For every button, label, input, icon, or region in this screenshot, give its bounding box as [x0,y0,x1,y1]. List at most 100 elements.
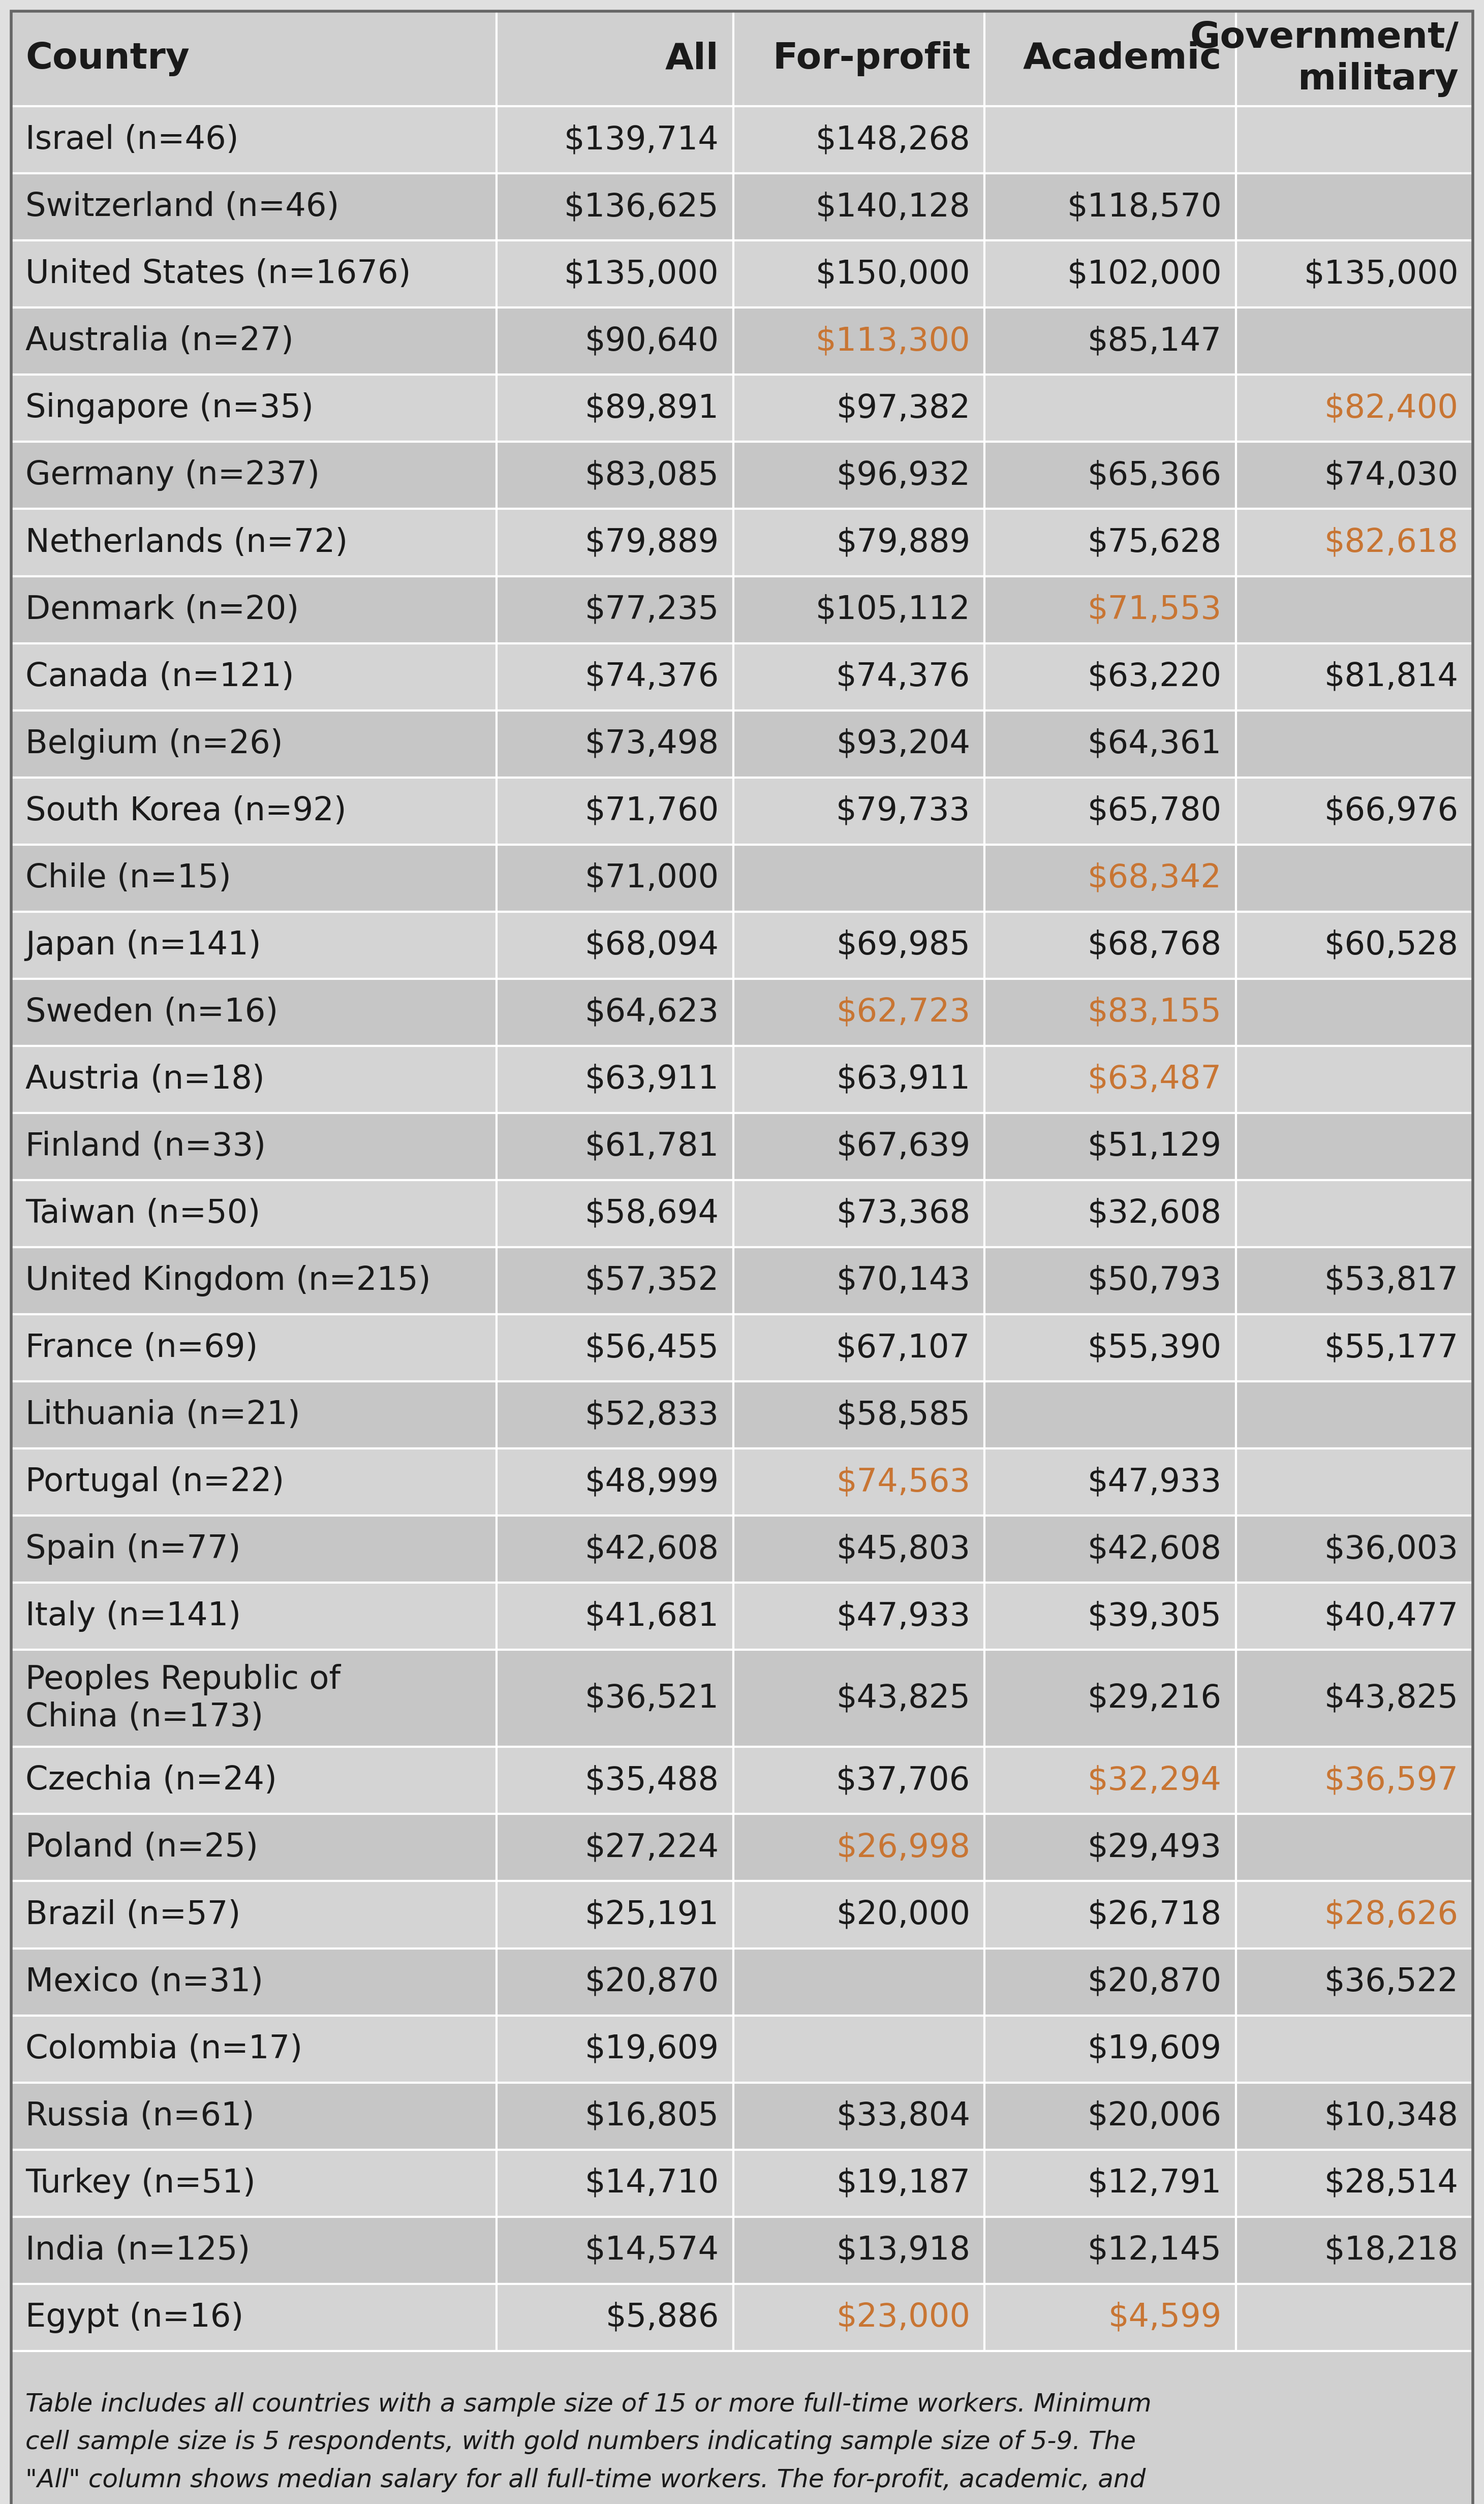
Bar [733,711,984,776]
Text: $27,224: $27,224 [585,1833,720,1863]
Bar [497,1748,733,1813]
Text: $67,107: $67,107 [835,1332,971,1365]
Bar [984,1315,1236,1382]
Text: Switzerland (n=46): Switzerland (n=46) [25,190,340,223]
Text: $36,597: $36,597 [1324,1765,1459,1795]
Bar [984,10,1236,105]
Bar [12,2284,497,2351]
Text: Australia (n=27): Australia (n=27) [25,326,294,358]
Bar [497,1515,733,1583]
Text: Portugal (n=22): Portugal (n=22) [25,1467,285,1497]
Bar [12,1583,497,1650]
Bar [497,844,733,911]
Bar [497,1179,733,1247]
Bar [12,1650,497,1748]
Text: Taiwan (n=50): Taiwan (n=50) [25,1197,260,1229]
Text: $79,733: $79,733 [835,796,971,826]
Bar [497,240,733,308]
Text: Peoples Republic of
China (n=173): Peoples Republic of China (n=173) [25,1663,340,1733]
Bar [12,173,497,240]
Bar [497,711,733,776]
Bar [984,240,1236,308]
Text: $70,143: $70,143 [835,1265,971,1297]
Text: $63,220: $63,220 [1088,661,1221,694]
Bar [497,2016,733,2083]
Bar [733,1112,984,1179]
Bar [12,240,497,308]
Bar [984,1179,1236,1247]
Text: $71,760: $71,760 [585,796,720,826]
Text: $26,718: $26,718 [1088,1898,1221,1931]
Bar [984,508,1236,576]
Bar [12,844,497,911]
Bar [497,441,733,508]
Bar [12,2083,497,2148]
Bar [984,2016,1236,2083]
Text: South Korea (n=92): South Korea (n=92) [25,796,346,826]
Bar [497,1650,733,1748]
Bar [733,2216,984,2284]
Bar [1236,2016,1472,2083]
Text: $41,681: $41,681 [585,1600,720,1633]
Text: Government/
military: Government/ military [1190,20,1459,98]
Bar [12,1748,497,1813]
Bar [12,1112,497,1179]
Text: $82,618: $82,618 [1324,526,1459,558]
Bar [984,1382,1236,1447]
Bar [1236,441,1472,508]
Text: $19,609: $19,609 [1088,2033,1221,2066]
Bar [497,979,733,1047]
Bar [12,105,497,173]
Text: Poland (n=25): Poland (n=25) [25,1833,258,1863]
Text: Denmark (n=20): Denmark (n=20) [25,593,298,626]
Text: Canada (n=121): Canada (n=121) [25,661,294,694]
Bar [12,644,497,711]
Bar [497,376,733,441]
Text: $26,998: $26,998 [835,1833,971,1863]
Bar [497,10,733,105]
Bar [984,1515,1236,1583]
Text: $19,187: $19,187 [835,2168,971,2199]
Text: $69,985: $69,985 [835,929,971,962]
Text: $83,155: $83,155 [1088,997,1221,1029]
Text: Austria (n=18): Austria (n=18) [25,1064,264,1094]
Bar [1236,776,1472,844]
Bar [984,711,1236,776]
Bar [733,173,984,240]
Text: $32,608: $32,608 [1088,1197,1221,1229]
Bar [1236,508,1472,576]
Text: Finland (n=33): Finland (n=33) [25,1132,266,1162]
Text: $42,608: $42,608 [1088,1532,1221,1565]
Bar [497,2083,733,2148]
Text: $73,368: $73,368 [835,1197,971,1229]
Text: $89,891: $89,891 [585,393,720,423]
Bar [12,1315,497,1382]
Text: $79,889: $79,889 [585,526,720,558]
Bar [12,441,497,508]
Bar [733,2016,984,2083]
Text: $66,976: $66,976 [1324,796,1459,826]
Bar [12,2351,1472,2504]
Bar [733,1447,984,1515]
Text: $74,376: $74,376 [585,661,720,694]
Bar [1236,308,1472,376]
Text: $55,390: $55,390 [1088,1332,1221,1365]
Text: $90,640: $90,640 [585,326,720,358]
Text: $64,623: $64,623 [585,997,720,1029]
Text: $148,268: $148,268 [816,125,971,155]
Bar [1236,1813,1472,1881]
Text: Czechia (n=24): Czechia (n=24) [25,1765,278,1795]
Text: Turkey (n=51): Turkey (n=51) [25,2168,255,2199]
Text: $33,804: $33,804 [835,2101,971,2131]
Bar [1236,979,1472,1047]
Text: $4,599: $4,599 [1109,2301,1221,2334]
Text: $48,999: $48,999 [585,1467,720,1497]
Bar [12,979,497,1047]
Text: Singapore (n=35): Singapore (n=35) [25,393,313,423]
Bar [1236,1247,1472,1315]
Bar [733,1315,984,1382]
Text: $12,145: $12,145 [1088,2234,1221,2266]
Bar [733,911,984,979]
Bar [1236,844,1472,911]
Bar [733,376,984,441]
